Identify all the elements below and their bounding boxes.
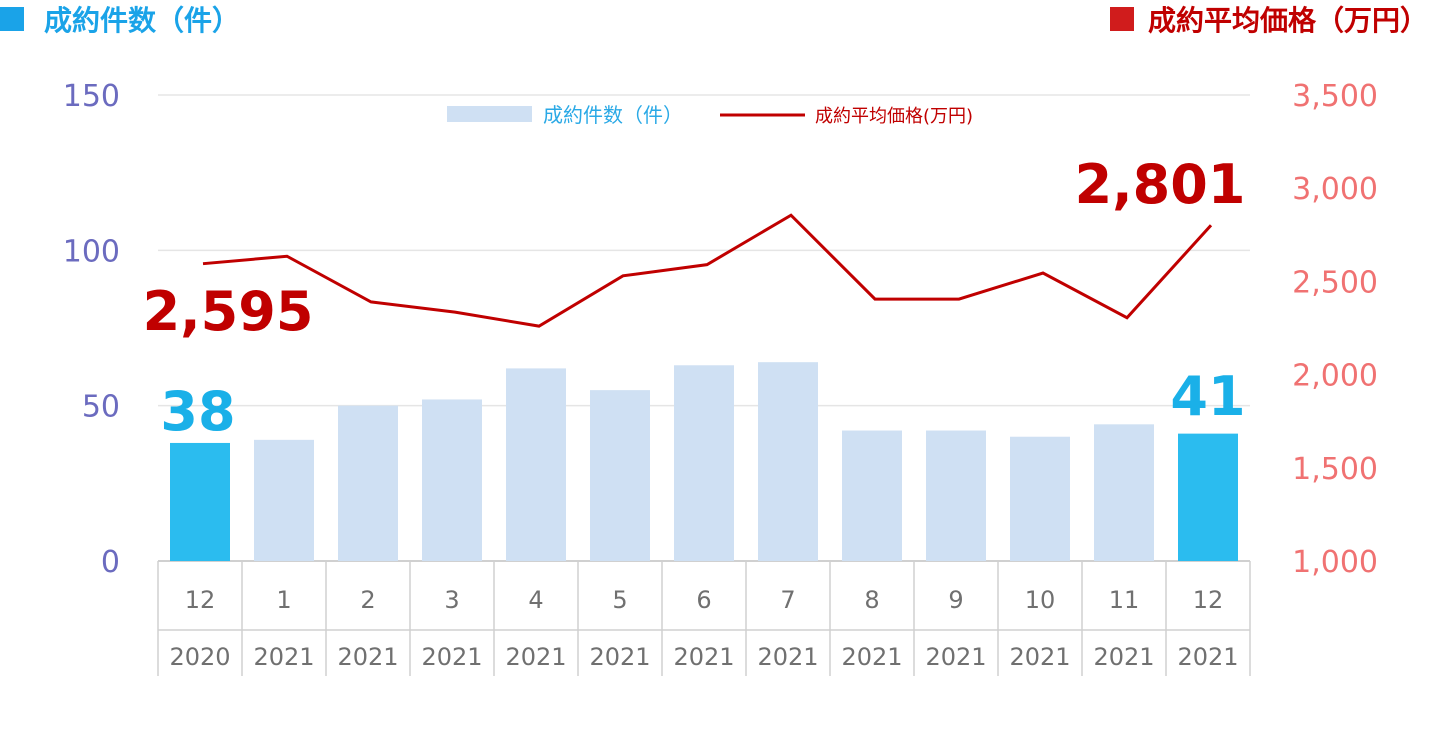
- x-month-label: 5: [612, 586, 627, 614]
- x-year-label: 2021: [925, 643, 986, 671]
- bar: [338, 405, 398, 561]
- x-year-label: 2021: [757, 643, 818, 671]
- bar: [1094, 424, 1154, 561]
- bar: [422, 399, 482, 561]
- y-right-tick-label: 1,000: [1292, 545, 1378, 580]
- x-year-label: 2021: [841, 643, 902, 671]
- x-year-label: 2021: [1177, 643, 1238, 671]
- x-month-label: 1: [276, 586, 291, 614]
- x-year-label: 2021: [589, 643, 650, 671]
- x-axis-table: 12 2020 1 2021 2 2021 3 2021 4 2021 5 2021 6 2021 7 202…: [157, 561, 1251, 676]
- y-left-tick-label: 50: [82, 390, 120, 425]
- x-year-label: 2020: [169, 643, 230, 671]
- bar: [1178, 433, 1238, 561]
- x-month-label: 6: [696, 586, 711, 614]
- y-axis-left: 0 50 100 150: [63, 79, 120, 580]
- y-right-tick-label: 3,500: [1292, 79, 1378, 114]
- x-month-label: 2: [360, 586, 375, 614]
- x-month-label: 11: [1109, 586, 1140, 614]
- callout-bar-first: 38: [160, 380, 235, 443]
- x-year-label: 2021: [253, 643, 314, 671]
- legend-bar-label: 成約件数（件）: [543, 103, 683, 127]
- bar: [1010, 436, 1070, 561]
- x-year-label: 2021: [505, 643, 566, 671]
- legend: 成約件数（件） 成約平均価格(万円): [447, 103, 973, 127]
- legend-line-label: 成約平均価格(万円): [815, 106, 973, 127]
- callout-line-first: 2,595: [143, 280, 314, 343]
- line-series: [202, 213, 1213, 328]
- title-right-marker: [1110, 7, 1134, 31]
- bar: [758, 362, 818, 561]
- title-left: 成約件数（件）: [44, 4, 240, 37]
- x-month-label: 3: [444, 586, 459, 614]
- x-month-label: 4: [528, 586, 543, 614]
- x-year-label: 2021: [421, 643, 482, 671]
- y-axis-right: 1,000 1,500 2,000 2,500 3,000 3,500: [1292, 79, 1378, 580]
- y-right-tick-label: 2,500: [1292, 265, 1378, 300]
- bar: [926, 430, 986, 561]
- y-right-tick-label: 3,000: [1292, 172, 1378, 207]
- callout-line-last: 2,801: [1075, 153, 1246, 216]
- x-month-label: 8: [864, 586, 879, 614]
- y-right-tick-label: 2,000: [1292, 359, 1378, 394]
- x-month-label: 12: [185, 586, 216, 614]
- bar: [590, 390, 650, 561]
- y-left-tick-label: 100: [63, 234, 120, 269]
- bar: [506, 368, 566, 561]
- x-month-label: 9: [948, 586, 963, 614]
- x-month-label: 12: [1193, 586, 1224, 614]
- legend-bar-swatch: [447, 106, 532, 122]
- y-right-tick-label: 1,500: [1292, 452, 1378, 487]
- x-month-label: 7: [780, 586, 795, 614]
- x-year-label: 2021: [337, 643, 398, 671]
- bar: [254, 439, 314, 561]
- x-year-label: 2021: [1009, 643, 1070, 671]
- x-year-label: 2021: [1093, 643, 1154, 671]
- title-right: 成約平均価格（万円）: [1148, 4, 1428, 37]
- title-left-marker: [0, 7, 24, 31]
- bar: [170, 442, 230, 561]
- x-month-label: 10: [1025, 586, 1056, 614]
- bar-series: [170, 362, 1238, 561]
- x-year-label: 2021: [673, 643, 734, 671]
- bar: [674, 365, 734, 561]
- callout-bar-last: 41: [1170, 365, 1245, 428]
- bar: [842, 430, 902, 561]
- y-left-tick-label: 0: [101, 545, 120, 580]
- y-left-tick-label: 150: [63, 79, 120, 114]
